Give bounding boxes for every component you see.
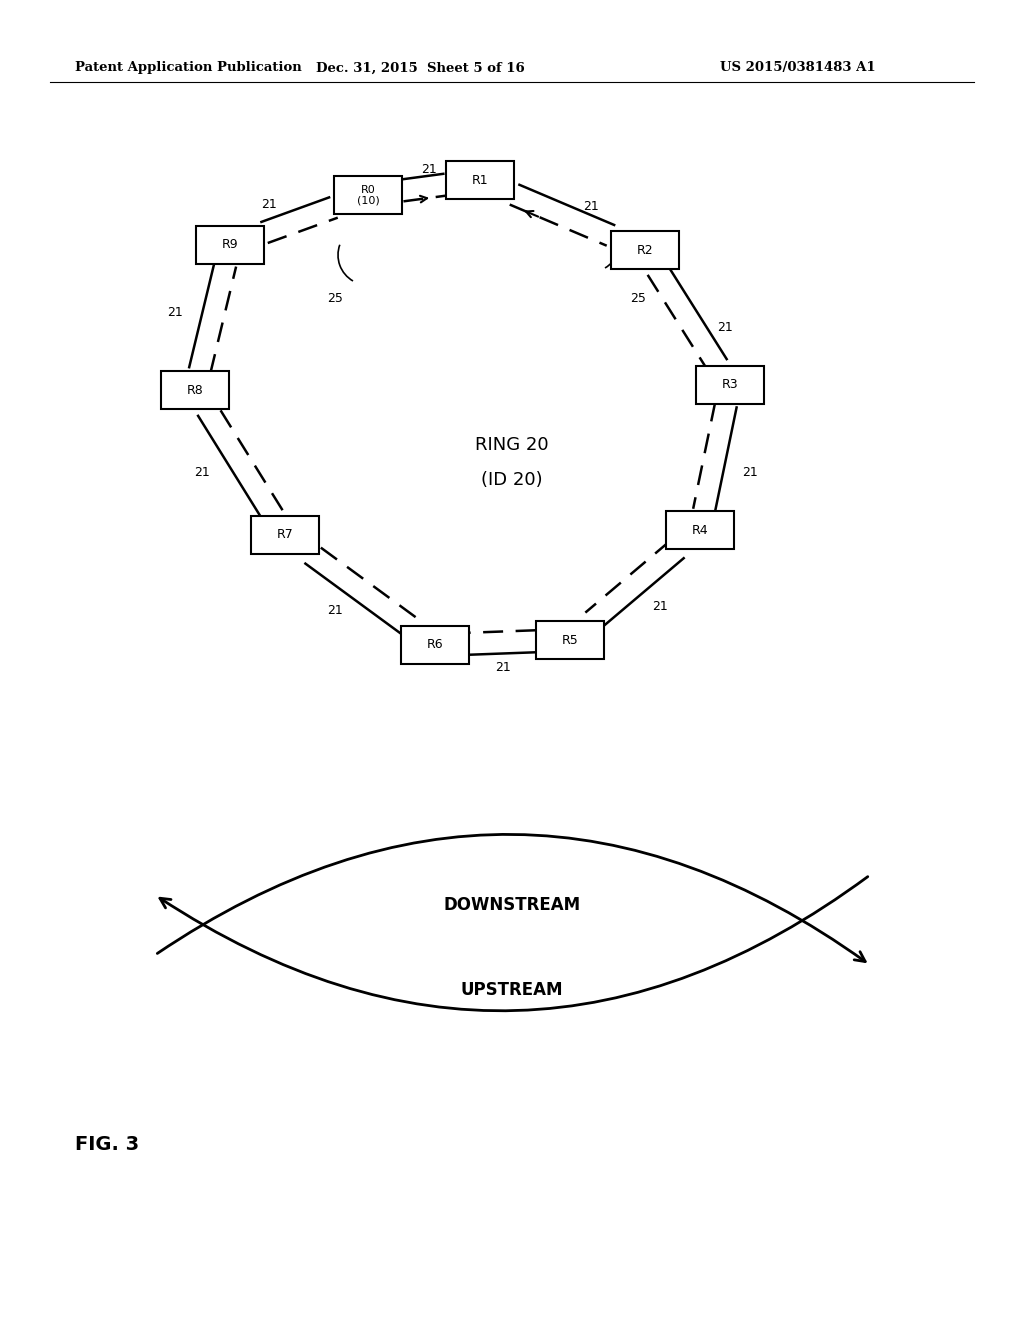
Text: R9: R9 <box>221 239 239 252</box>
Text: R2: R2 <box>637 243 653 256</box>
FancyBboxPatch shape <box>536 620 604 659</box>
Text: 21: 21 <box>261 198 276 211</box>
Text: 21: 21 <box>495 661 510 675</box>
Text: R6: R6 <box>427 639 443 652</box>
Text: 21: 21 <box>327 603 343 616</box>
Text: 21: 21 <box>167 306 182 319</box>
Text: (ID 20): (ID 20) <box>481 471 543 488</box>
Text: 21: 21 <box>718 321 733 334</box>
Text: 21: 21 <box>583 201 598 214</box>
Text: R5: R5 <box>561 634 579 647</box>
Text: R8: R8 <box>186 384 204 396</box>
Text: Patent Application Publication: Patent Application Publication <box>75 62 302 74</box>
Text: UPSTREAM: UPSTREAM <box>461 981 563 999</box>
FancyBboxPatch shape <box>334 176 402 214</box>
FancyBboxPatch shape <box>446 161 514 199</box>
Text: R4: R4 <box>691 524 709 536</box>
Text: 21: 21 <box>742 466 758 479</box>
Text: 21: 21 <box>652 601 668 614</box>
Text: R0
(10): R0 (10) <box>356 185 379 206</box>
FancyBboxPatch shape <box>161 371 229 409</box>
Text: RING 20: RING 20 <box>475 436 549 454</box>
Text: DOWNSTREAM: DOWNSTREAM <box>443 896 581 913</box>
Text: Dec. 31, 2015  Sheet 5 of 16: Dec. 31, 2015 Sheet 5 of 16 <box>315 62 524 74</box>
FancyBboxPatch shape <box>196 226 264 264</box>
Text: 25: 25 <box>327 292 343 305</box>
FancyBboxPatch shape <box>251 516 319 554</box>
FancyBboxPatch shape <box>696 366 764 404</box>
Text: R3: R3 <box>722 379 738 392</box>
FancyBboxPatch shape <box>611 231 679 269</box>
Text: R7: R7 <box>276 528 293 541</box>
Text: 25: 25 <box>630 292 646 305</box>
Text: R1: R1 <box>472 173 488 186</box>
Text: 21: 21 <box>421 162 437 176</box>
Text: FIG. 3: FIG. 3 <box>75 1135 139 1155</box>
FancyBboxPatch shape <box>401 626 469 664</box>
Text: US 2015/0381483 A1: US 2015/0381483 A1 <box>720 62 876 74</box>
Text: 21: 21 <box>195 466 210 479</box>
FancyBboxPatch shape <box>666 511 734 549</box>
